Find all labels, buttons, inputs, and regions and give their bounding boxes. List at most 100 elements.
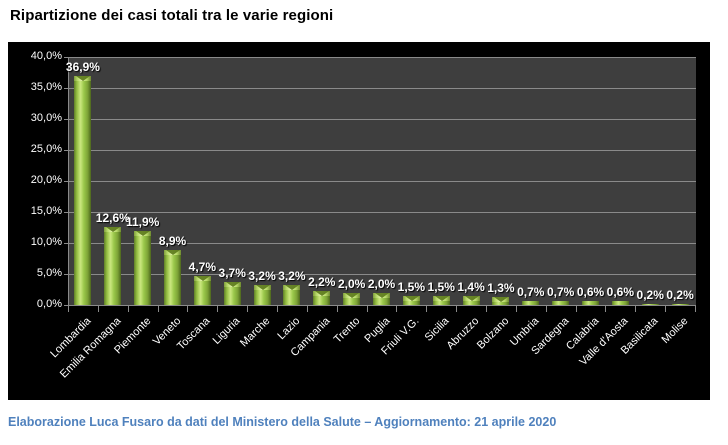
gridline: [69, 88, 696, 89]
x-axis-tick-mark: [486, 306, 487, 312]
bar-top-cap: [492, 297, 509, 302]
bar-value-label: 0,2%: [666, 288, 694, 302]
y-axis-tick-label: 30,0%: [30, 112, 62, 124]
x-axis-tick-mark: [217, 306, 219, 312]
bar-top-cap: [403, 296, 420, 301]
bar-value-label: 2,0%: [337, 277, 366, 291]
x-axis-tick-mark: [277, 306, 278, 312]
x-axis-tick-mark: [336, 306, 338, 312]
bar: [672, 304, 689, 305]
y-axis-tick-mark: [64, 305, 68, 306]
source-note: Elaborazione Luca Fusaro da dati del Min…: [8, 415, 557, 429]
gridline: [69, 181, 696, 182]
bar: [492, 297, 509, 305]
bar-top-cap: [283, 285, 300, 290]
bar-chart: 0,0% 5,0% 10,0% 15,0% 20,0% 25,0% 30,0% 35,0% 40…: [8, 42, 710, 400]
bar: [134, 231, 151, 305]
bar-top-cap: [134, 231, 151, 236]
bar-value-label: 3,2%: [248, 269, 276, 283]
y-axis-tick-mark: [64, 150, 68, 151]
y-axis-tick-label: 40,0%: [30, 50, 62, 62]
bar: [433, 296, 450, 305]
x-axis-tick-mark: [157, 306, 159, 312]
bar-value-label: 2,2%: [308, 275, 336, 289]
bar-value-label: 8,9%: [158, 234, 187, 248]
y-axis-tick-label: 0,0%: [36, 298, 62, 310]
bar-top-cap: [343, 293, 360, 298]
y-axis-tick-mark: [64, 119, 68, 120]
bar: [104, 227, 121, 305]
x-axis-tick-mark: [605, 306, 607, 312]
x-axis-tick-mark: [426, 306, 428, 312]
bar: [74, 76, 91, 305]
bar-value-label: 0,2%: [636, 288, 664, 302]
bar: [463, 296, 480, 305]
gridline: [69, 274, 696, 275]
x-axis-tick-mark: [187, 306, 189, 312]
bar-top-cap: [74, 76, 91, 81]
y-axis-tick-mark: [64, 212, 68, 213]
bar: [343, 293, 360, 305]
x-axis-tick-mark: [396, 306, 398, 312]
gridline: [69, 57, 696, 58]
bar-top-cap: [104, 227, 121, 232]
x-axis-tick-mark: [306, 306, 308, 312]
bar: [313, 291, 330, 305]
bar-value-label: 1,5%: [397, 280, 426, 294]
bar: [254, 285, 271, 305]
y-axis-tick-mark: [64, 181, 68, 182]
y-axis-tick-label: 5,0%: [36, 267, 62, 279]
bar: [224, 282, 241, 305]
bar-value-label: 1,4%: [457, 280, 485, 294]
x-axis-tick-mark: [97, 306, 99, 312]
x-axis-tick-mark: [366, 306, 368, 312]
bar: [582, 301, 599, 305]
bar-top-cap: [194, 276, 211, 281]
bar-value-label: 3,2%: [278, 269, 306, 283]
y-axis-tick-label: 15,0%: [30, 205, 62, 217]
bar-value-label: 4,7%: [188, 260, 217, 274]
bar-value-label: 0,7%: [517, 285, 545, 299]
bar: [612, 301, 629, 305]
gridline: [69, 119, 696, 120]
x-axis-tick-mark: [665, 306, 667, 312]
x-axis-tick-mark: [68, 306, 69, 312]
bar-top-cap: [373, 293, 390, 298]
bar: [642, 304, 659, 305]
bar-value-label: 2,0%: [367, 277, 396, 291]
bar-value-label: 0,6%: [576, 285, 605, 299]
bar-top-cap: [313, 291, 330, 296]
plot-area: [68, 57, 696, 306]
bar-top-cap: [463, 296, 480, 301]
y-axis-tick-mark: [64, 57, 68, 58]
gridline: [69, 243, 696, 244]
x-axis-tick-mark: [545, 306, 547, 312]
bar: [194, 276, 211, 305]
bar-value-label: 1,5%: [427, 280, 455, 294]
x-axis-tick-mark: [127, 306, 129, 312]
bar-value-label: 1,3%: [487, 281, 515, 295]
y-axis-tick-label: 10,0%: [30, 236, 62, 248]
bar: [552, 301, 569, 305]
x-axis-tick-mark: [695, 306, 696, 312]
bar: [403, 296, 420, 305]
bar-value-label: 0,7%: [546, 285, 575, 299]
y-axis-tick-label: 35,0%: [30, 81, 62, 93]
x-axis-tick-mark: [635, 306, 637, 312]
bar-value-label: 0,6%: [606, 285, 635, 299]
x-axis-tick-mark: [515, 306, 517, 312]
bar-value-label: 3,7%: [218, 266, 246, 280]
y-axis-tick-mark: [64, 243, 68, 244]
bar-top-cap: [164, 250, 181, 255]
x-axis-tick-mark: [247, 306, 249, 312]
bar-top-cap: [224, 282, 241, 287]
bar-top-cap: [254, 285, 271, 290]
gridline: [69, 212, 696, 213]
bar: [522, 301, 539, 305]
y-axis-tick-mark: [64, 88, 68, 89]
bar: [373, 293, 390, 305]
y-axis-tick-mark: [64, 274, 68, 275]
bar-value-label: 36,9%: [65, 60, 100, 74]
y-axis-tick-label: 25,0%: [30, 143, 62, 155]
